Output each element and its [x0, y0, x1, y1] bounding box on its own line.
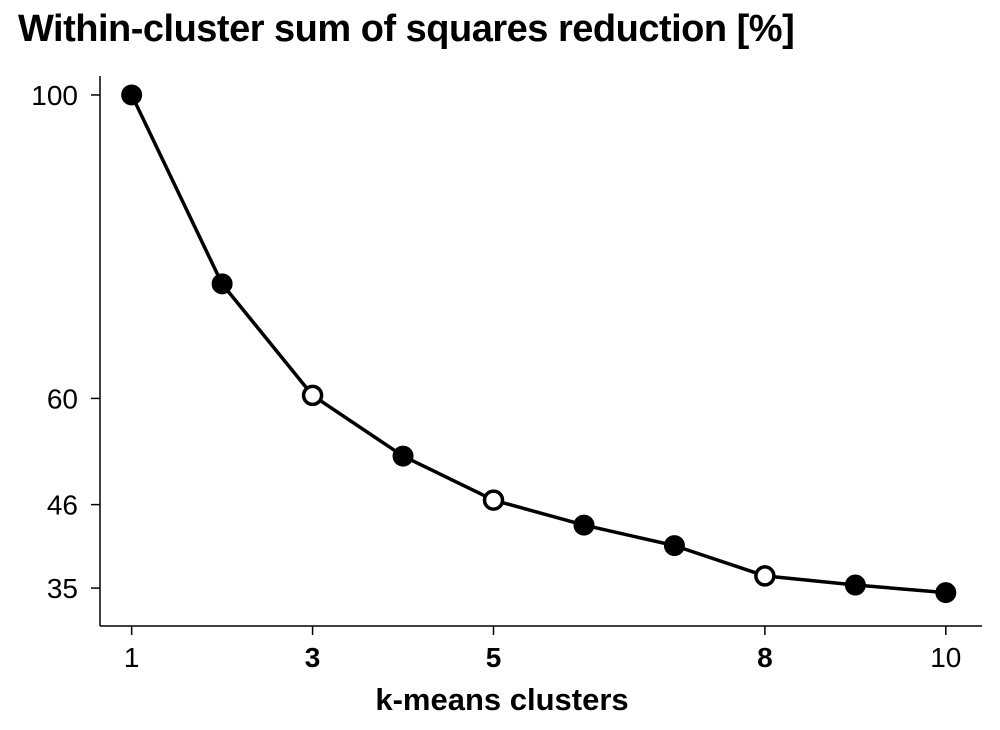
- data-point: [935, 582, 957, 604]
- axes: [99, 76, 982, 627]
- x-axis-label: k-means clusters: [375, 682, 628, 717]
- data-point: [392, 445, 414, 467]
- x-tick-label: 5: [486, 642, 502, 673]
- y-tick-label: 60: [47, 383, 78, 414]
- y-tick-label: 100: [31, 80, 78, 111]
- x-tick-label: 8: [757, 642, 773, 673]
- x-tick-label: 3: [305, 642, 321, 673]
- chart-title: Within-cluster sum of squares reduction …: [18, 8, 795, 50]
- data-point-hollow: [754, 565, 776, 587]
- data-point-hollow: [482, 489, 505, 511]
- x-tick-label: 10: [930, 642, 961, 673]
- data-point: [211, 273, 233, 295]
- y-tick-label: 46: [47, 490, 78, 521]
- x-tick-label: 1: [124, 642, 140, 673]
- series-line: [130, 94, 946, 595]
- data-point-hollow: [301, 384, 324, 407]
- data-point: [663, 535, 685, 557]
- data-point: [844, 574, 866, 596]
- data-point: [121, 84, 143, 106]
- data-markers: [121, 84, 957, 604]
- data-point: [573, 514, 595, 536]
- y-tick-label: 35: [47, 573, 78, 604]
